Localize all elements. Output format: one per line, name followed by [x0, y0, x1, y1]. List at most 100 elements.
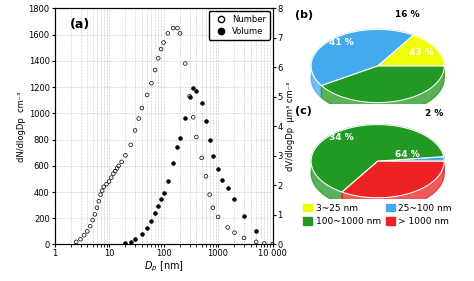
Point	[169, 161, 177, 166]
Point	[186, 95, 193, 99]
Point	[198, 101, 205, 105]
Point	[164, 31, 172, 36]
Point	[115, 164, 122, 168]
Point	[143, 226, 151, 230]
Point	[157, 196, 165, 201]
Text: 16 %: 16 %	[395, 10, 420, 19]
Point	[148, 81, 155, 85]
Point	[164, 179, 172, 183]
Point	[240, 214, 248, 219]
Point	[118, 160, 126, 164]
Text: 2 %: 2 %	[425, 109, 444, 118]
Point	[122, 153, 129, 158]
Polygon shape	[311, 30, 413, 86]
Point	[202, 118, 210, 123]
Point	[97, 192, 104, 197]
Point	[160, 40, 167, 45]
Point	[198, 156, 205, 160]
Point	[151, 211, 159, 216]
Point	[224, 225, 231, 230]
Point	[202, 174, 210, 178]
Text: (a): (a)	[70, 18, 90, 31]
Point	[190, 86, 197, 90]
Text: (c): (c)	[295, 105, 311, 115]
Point	[206, 137, 213, 142]
Y-axis label: dV/dlogDp  μm³ cm⁻³: dV/dlogDp μm³ cm⁻³	[286, 82, 295, 171]
Point	[182, 115, 189, 120]
Point	[131, 128, 139, 133]
Point	[260, 241, 268, 246]
Polygon shape	[378, 35, 444, 66]
Point	[192, 89, 200, 93]
Point	[89, 218, 96, 223]
Point	[95, 199, 103, 203]
Point	[113, 166, 121, 171]
Point	[192, 135, 200, 139]
Point	[240, 236, 248, 240]
Point	[81, 233, 88, 237]
Point	[148, 219, 155, 223]
Point	[231, 196, 238, 201]
Point	[111, 169, 119, 173]
Polygon shape	[321, 66, 444, 115]
Point	[252, 229, 260, 234]
Point	[231, 230, 238, 235]
Point	[83, 229, 91, 234]
Point	[131, 237, 139, 241]
Point	[99, 189, 106, 193]
Point	[206, 192, 213, 197]
Point	[91, 212, 99, 217]
Polygon shape	[342, 161, 444, 198]
Point	[269, 242, 276, 246]
Point	[151, 68, 159, 72]
Point	[176, 31, 184, 36]
Point	[157, 47, 165, 51]
Legend: 3~25 nm, 100~1000 nm, 25~100 nm, > 1000 nm: 3~25 nm, 100~1000 nm, 25~100 nm, > 1000 …	[301, 201, 455, 229]
Point	[155, 204, 162, 209]
Point	[77, 237, 84, 241]
Point	[209, 154, 217, 158]
Point	[209, 205, 217, 210]
Point	[135, 116, 143, 121]
Point	[190, 115, 197, 119]
Point	[103, 182, 110, 186]
Point	[127, 239, 135, 244]
Legend: Number, Volume: Number, Volume	[209, 11, 270, 40]
Point	[86, 224, 94, 228]
Point	[173, 26, 181, 30]
Point	[138, 232, 146, 236]
Point	[176, 136, 184, 140]
Text: 34 %: 34 %	[328, 133, 354, 142]
Point	[160, 191, 167, 195]
Polygon shape	[413, 35, 444, 78]
Text: 41 %: 41 %	[328, 38, 354, 47]
Point	[214, 215, 222, 219]
Polygon shape	[311, 124, 444, 204]
Text: 43 %: 43 %	[409, 48, 433, 57]
Point	[219, 177, 226, 182]
Point	[108, 175, 115, 180]
Point	[105, 179, 113, 184]
Point	[186, 94, 193, 99]
Polygon shape	[321, 66, 444, 103]
X-axis label: $D_p$ [nm]: $D_p$ [nm]	[144, 260, 183, 274]
Point	[182, 61, 189, 66]
Y-axis label: dN/dlogDp  cm⁻³: dN/dlogDp cm⁻³	[17, 91, 26, 162]
Polygon shape	[311, 124, 444, 192]
Point	[122, 241, 129, 245]
Point	[143, 93, 151, 97]
Point	[93, 205, 101, 210]
Point	[252, 240, 260, 244]
Polygon shape	[378, 157, 444, 161]
Polygon shape	[311, 30, 413, 98]
Point	[173, 145, 181, 149]
Point	[214, 167, 222, 171]
Point	[73, 240, 80, 244]
Point	[224, 186, 231, 191]
Point	[100, 185, 108, 189]
Text: (b): (b)	[295, 10, 313, 20]
Point	[109, 171, 117, 176]
Polygon shape	[342, 161, 444, 210]
Point	[169, 26, 177, 30]
Point	[138, 106, 146, 110]
